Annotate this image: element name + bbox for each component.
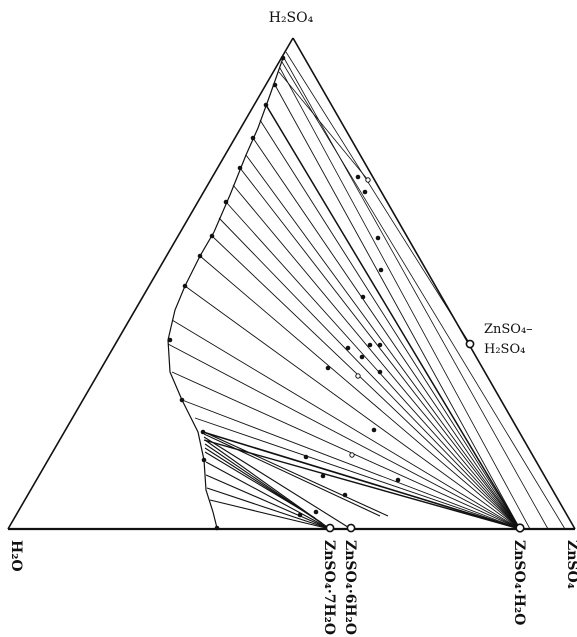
triangle-frame bbox=[7, 37, 576, 531]
label-heptahydrate: ZnSO₄·7H₂O bbox=[321, 540, 337, 635]
label-monohydrate: ZnSO₄·H₂O bbox=[511, 540, 527, 625]
tie-lines-acid-salt bbox=[278, 51, 566, 530]
label-acid-salt-line1: ZnSO₄– bbox=[484, 322, 533, 337]
compound-markers bbox=[325, 339, 525, 533]
label-hexahydrate: ZnSO₄·6H₂O bbox=[342, 540, 358, 635]
vertex-right-label: ZnSO₄ bbox=[564, 540, 577, 589]
vertex-top-label: H₂SO₄ bbox=[269, 10, 314, 26]
experimental-points bbox=[167, 55, 401, 531]
label-acid-salt-line2: H₂SO₄ bbox=[484, 342, 525, 357]
open-points bbox=[349, 177, 371, 458]
tie-lines-hydrates bbox=[203, 431, 389, 530]
solubility-curve bbox=[167, 57, 284, 529]
tie-lines-monohydrate bbox=[167, 84, 521, 530]
vertex-left-label: H₂O bbox=[8, 540, 24, 572]
